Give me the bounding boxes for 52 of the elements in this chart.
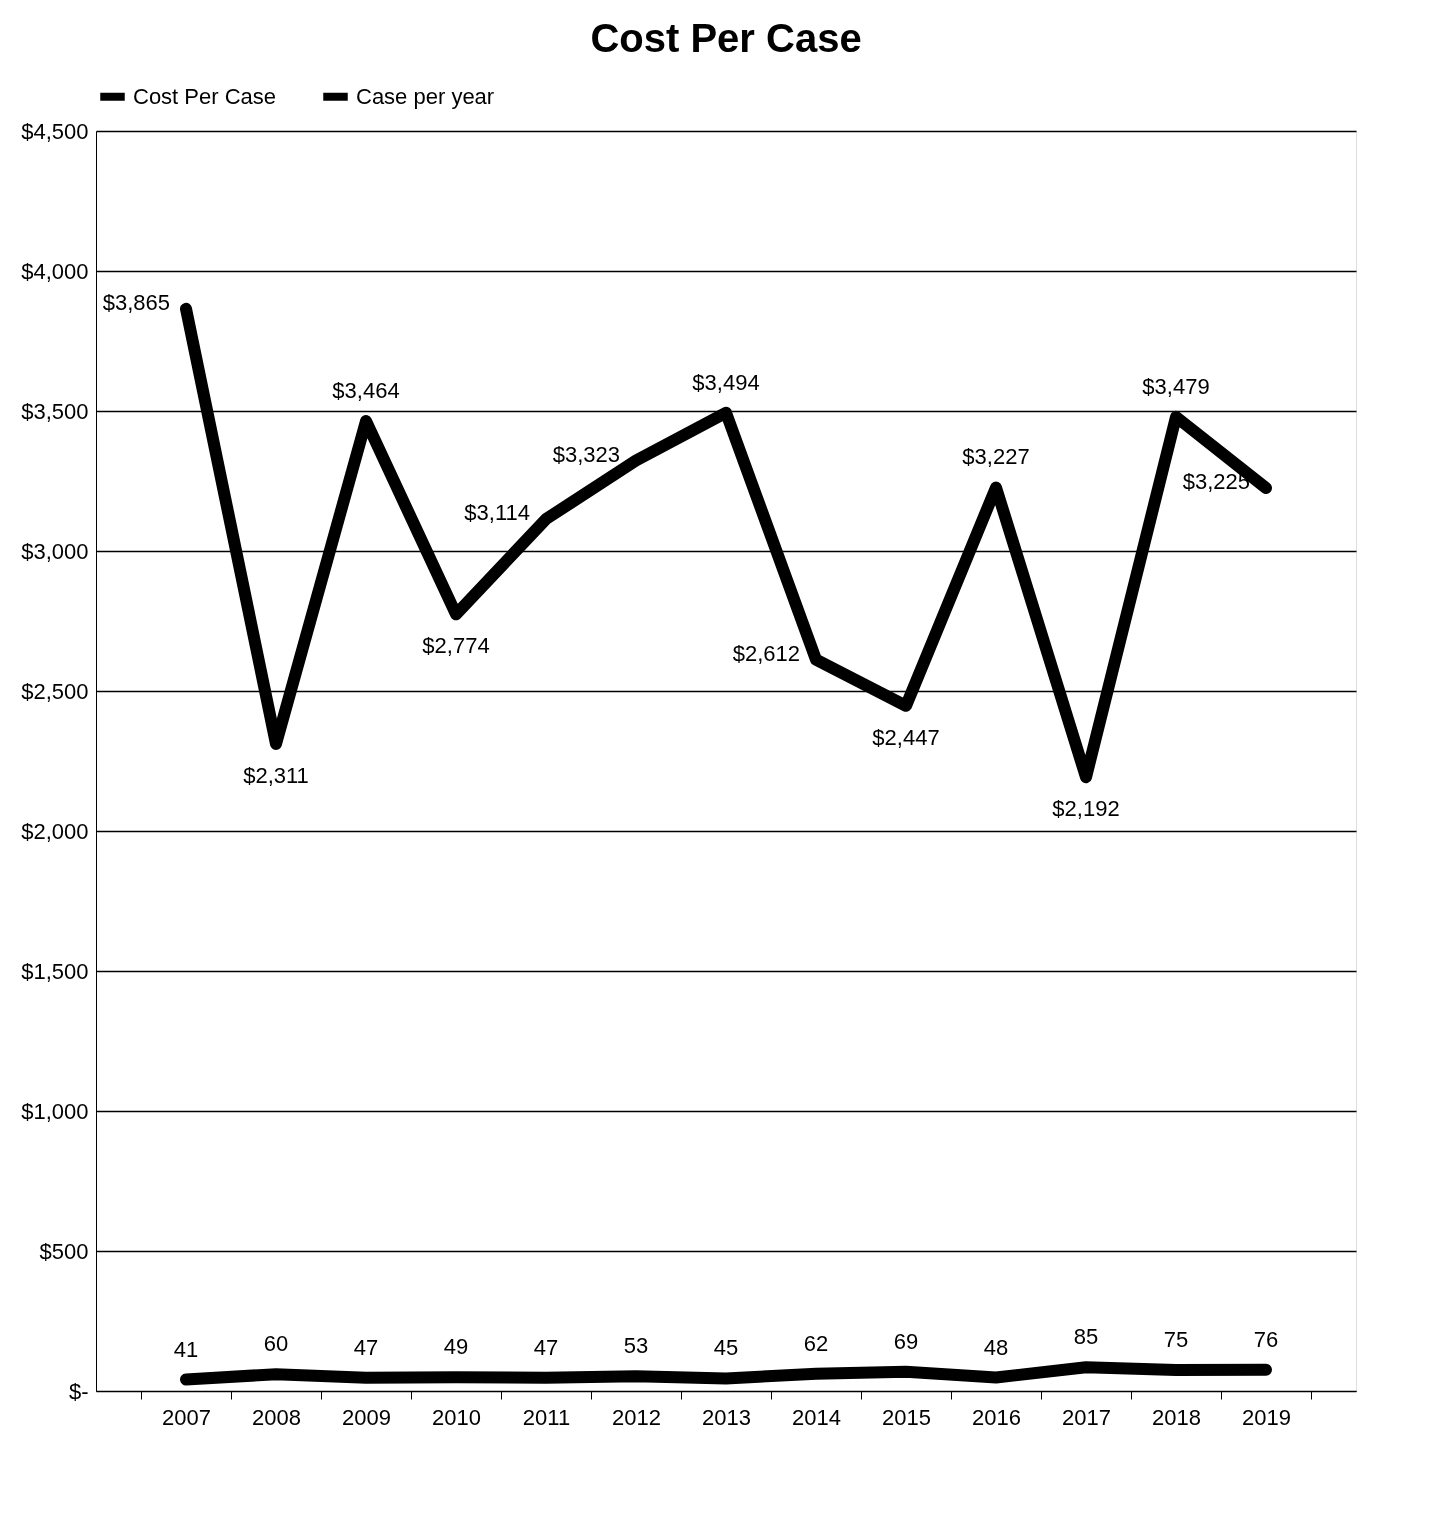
data-label: $2,447 [872, 724, 940, 750]
data-label: $3,114 [464, 500, 530, 526]
data-label: $2,311 [243, 762, 309, 788]
data-label: 62 [803, 1330, 829, 1356]
y-tick-label: $2,000 [21, 818, 89, 844]
y-tick-label: $4,000 [21, 258, 89, 284]
x-tick-label: 2013 [702, 1404, 751, 1430]
x-tick-label: 2015 [882, 1404, 931, 1430]
data-label: 69 [893, 1328, 919, 1354]
x-tick-label: 2017 [1062, 1404, 1111, 1430]
y-tick-label: $1,000 [21, 1098, 89, 1124]
data-label: 41 [173, 1336, 199, 1362]
y-tick-label: $3,000 [21, 538, 89, 564]
data-label: 53 [623, 1333, 649, 1359]
y-tick-label: $3,500 [21, 398, 89, 424]
data-label: 47 [533, 1334, 559, 1360]
data-label: 60 [263, 1331, 289, 1357]
x-tick-label: 2016 [972, 1404, 1021, 1430]
x-tick-label: 2018 [1152, 1404, 1201, 1430]
x-tick-label: 2010 [432, 1404, 481, 1430]
data-label: $3,479 [1142, 373, 1210, 399]
y-tick-label: $1,500 [21, 958, 89, 984]
x-tick-label: 2019 [1242, 1404, 1291, 1430]
data-label: $2,192 [1052, 796, 1120, 822]
data-label: $3,225 [1182, 469, 1250, 494]
legend-label: Cost Per Case [133, 83, 277, 109]
data-label: 75 [1163, 1327, 1189, 1352]
data-label: 48 [983, 1334, 1009, 1360]
x-tick-label: 2012 [612, 1404, 661, 1430]
data-label: $3,494 [692, 369, 760, 395]
data-label: $3,323 [552, 441, 620, 467]
x-tick-label: 2009 [342, 1404, 391, 1430]
x-tick-label: 2008 [252, 1404, 301, 1430]
data-label: 76 [1253, 1326, 1279, 1352]
data-label: $2,774 [422, 633, 490, 659]
chart-title: Cost Per Case [590, 16, 862, 60]
data-label: $3,865 [102, 289, 170, 315]
y-tick-label: $4,500 [21, 118, 89, 144]
x-tick-label: 2011 [522, 1404, 571, 1430]
x-tick-label: 2014 [792, 1404, 841, 1430]
data-label: $3,464 [332, 378, 400, 404]
data-label: 85 [1073, 1324, 1099, 1350]
y-tick-label: $500 [39, 1238, 89, 1264]
legend-label: Case per year [356, 83, 495, 109]
data-label: $2,612 [732, 640, 800, 666]
y-tick-label: $2,500 [21, 678, 89, 704]
data-label: 47 [353, 1334, 379, 1360]
data-label: 45 [713, 1335, 739, 1361]
y-tick-label: $- [68, 1378, 89, 1404]
data-label: $3,227 [962, 444, 1030, 470]
x-tick-label: 2007 [162, 1404, 211, 1430]
data-label: 49 [443, 1334, 469, 1360]
